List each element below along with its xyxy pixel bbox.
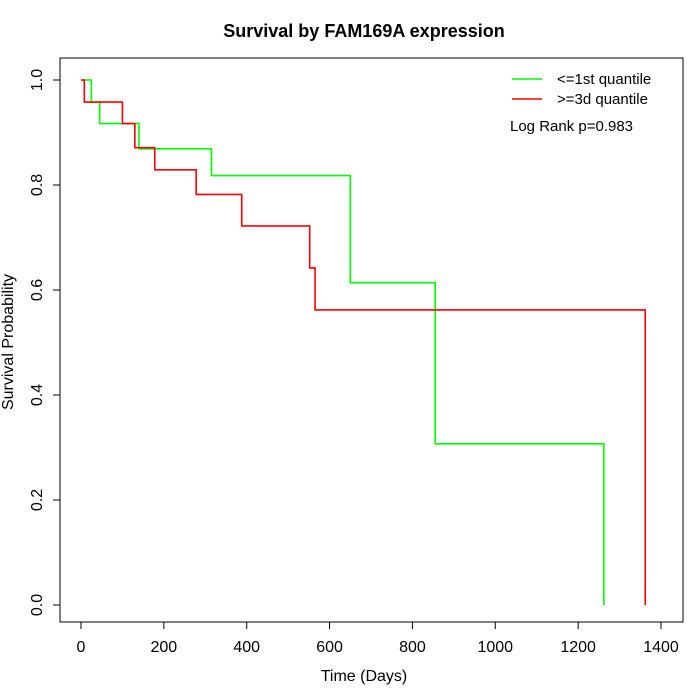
- y-axis: 0.0 0.2 0.4 0.6 0.8 1.0: [29, 69, 61, 616]
- y-tick-label: 0.6: [29, 279, 46, 301]
- legend-label-1: >=3d quantile: [557, 91, 648, 108]
- x-tick-label: 200: [151, 639, 178, 656]
- y-tick-label: 0.4: [29, 384, 46, 406]
- series-line-1: [81, 79, 647, 605]
- chart-title: Survival by FAM169A expression: [223, 21, 504, 41]
- y-axis-label: Survival Probability: [0, 274, 17, 410]
- x-tick-label: 1400: [643, 639, 679, 656]
- series-line-0: [81, 79, 605, 605]
- x-tick-label: 800: [399, 639, 426, 656]
- x-tick-label: 0: [77, 639, 86, 656]
- x-tick-label: 1000: [477, 639, 513, 656]
- x-tick-label: 600: [316, 639, 343, 656]
- x-axis-label: Time (Days): [321, 668, 408, 685]
- y-tick-label: 0.2: [29, 489, 46, 511]
- log-rank-annotation: Log Rank p=0.983: [510, 118, 633, 135]
- x-tick-label: 1200: [560, 639, 596, 656]
- legend-label-0: <=1st quantile: [557, 71, 651, 88]
- y-tick-label: 1.0: [29, 69, 46, 91]
- plot-frame: [59, 57, 684, 623]
- y-tick-label: 0.8: [29, 174, 46, 196]
- x-axis: 0 200 400 600 800 1000 1200 1400: [77, 621, 679, 656]
- series-layer: [81, 79, 647, 605]
- x-tick-label: 400: [233, 639, 260, 656]
- legend: <=1st quantile >=3d quantile: [512, 71, 651, 108]
- y-tick-label: 0.0: [29, 594, 46, 616]
